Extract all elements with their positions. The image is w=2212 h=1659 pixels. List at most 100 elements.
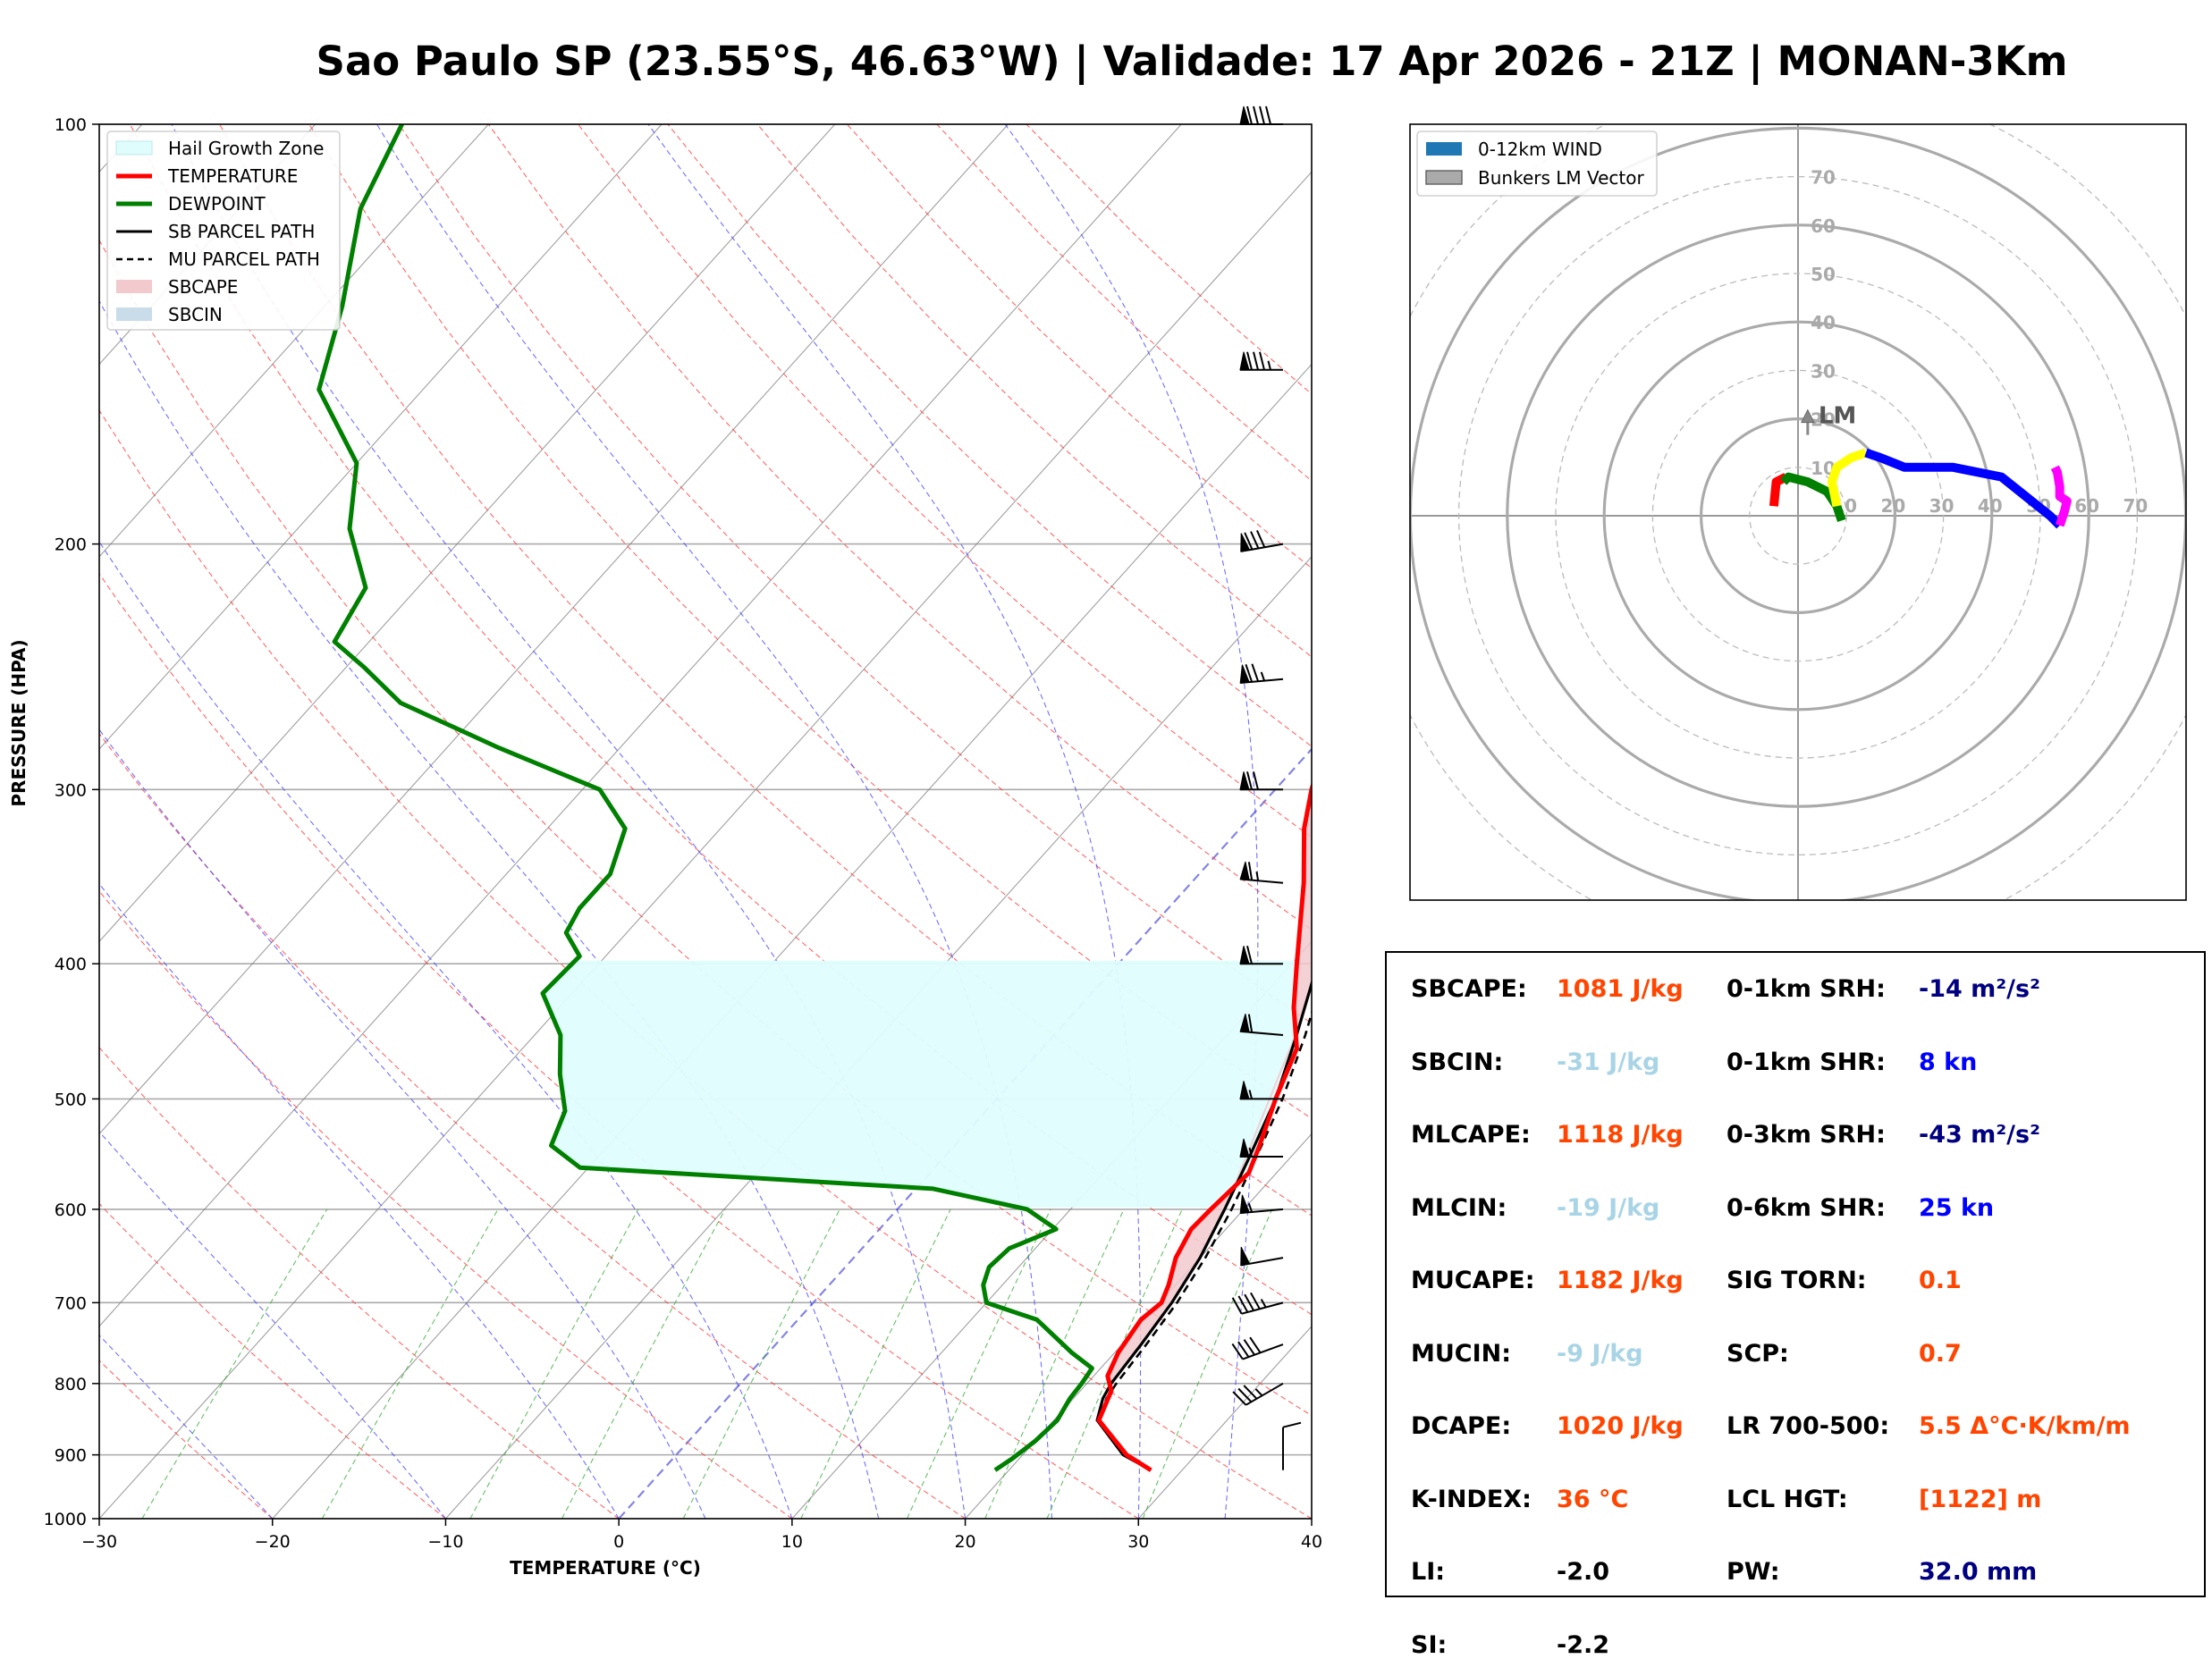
dry-adiabat [99,1047,620,1519]
barb-full [1246,771,1253,790]
barb-flag [1239,664,1250,684]
barb-flag [1240,1246,1251,1267]
dry-adiabat [129,124,1312,1316]
x-axis-label: TEMPERATURE (°C) [510,1557,701,1579]
y-tick-label: 700 [55,1293,87,1313]
legend-label: Bunkers LM Vector [1478,167,1645,189]
index-label: SCP: [1727,1339,1789,1368]
index-value: 1020 J/kg [1557,1412,1684,1440]
moist-adiabat [99,882,620,1519]
index-value: 5.5 Δ°C·K/km/m [1919,1412,2131,1440]
y-tick-label: 500 [55,1090,87,1109]
index-value: -14 m²/s² [1919,975,2040,1003]
legend-label: SBCAPE [168,276,238,298]
hodo-ring [1699,417,1896,615]
isotherm-line [272,363,1312,1519]
barb-full [1250,531,1260,549]
x-tick-label: 30 [1127,1532,1149,1552]
skewt-axes: −30 −20 −10 0 10 20 30 40 1000 900 800 700 600 500 400… [8,115,1322,1579]
barb-flag [1239,1081,1250,1099]
moist-adiabat [99,1334,274,1519]
x-tick-label: −10 [427,1532,463,1552]
moist-adiabat [376,124,1052,1519]
barb-flag [1239,351,1250,371]
mixing-ratio-line [906,1208,1051,1519]
y-tick-label: 800 [55,1375,87,1394]
mixing-ratio-line [141,1208,328,1519]
hodo-ring-label: 40 [1978,495,2003,517]
hodo-ring-label: 40 [1811,312,1836,333]
mixing-ratio-line [1046,1208,1183,1519]
x-tick-label: 20 [954,1532,975,1552]
hodo-ring-label: 60 [2074,495,2099,517]
hodograph-legend: 0-12km WIND Bunkers LM Vector [1416,131,1658,197]
hodo-ring-label: 70 [1811,167,1836,189]
wind-barb [1239,351,1283,371]
moist-adiabat [1004,124,1259,1519]
wind-barb [1239,1081,1283,1100]
index-value: -2.2 [1557,1630,1610,1659]
wind-barb [1239,105,1283,125]
hodo-trace-3-6km [1827,448,1868,508]
legend-label: MU PARCEL PATH [168,248,320,270]
wind-barb [1240,530,1284,552]
legend-label: DEWPOINT [168,193,266,215]
isotherm-line [99,124,663,750]
hodo-ring-label: 20 [1811,409,1836,431]
y-tick-label: 300 [55,780,87,800]
dry-adiabat [99,890,793,1519]
barb-full [1282,1421,1302,1428]
barb-half [1248,1147,1253,1158]
mixing-ratio-line [984,1208,1125,1519]
index-label: LR 700-500: [1727,1412,1890,1440]
wind-barb [1239,771,1283,791]
moist-adiabat [171,124,967,1519]
barb-full [1250,1292,1261,1310]
barb-full [1237,1341,1250,1358]
index-label: LI: [1411,1558,1446,1586]
legend-swatch [116,280,152,293]
barb-full [1256,530,1266,548]
wind-barb [1240,1246,1284,1267]
hail-growth-zone [544,960,1297,1208]
index-label: DCAPE: [1411,1412,1512,1440]
skewt-legend: Hail Growth Zone TEMPERATURE DEWPOINT SB PA… [106,131,341,331]
skewt-panel: −30 −20 −10 0 10 20 30 40 1000 900 800 700 600 500 400… [8,105,1322,1579]
hodo-trace-6-9km [1864,448,2064,529]
legend-label: Hail Growth Zone [168,138,324,159]
index-label: MUCIN: [1411,1339,1512,1368]
barb-full [1245,664,1254,683]
index-value: -9 J/kg [1557,1339,1643,1368]
wind-barb [1239,1138,1283,1158]
barb-half [1248,1090,1253,1099]
barb-flag [1239,1194,1250,1214]
index-value: 32.0 mm [1919,1558,2038,1586]
barb-flag [1240,533,1251,552]
hodo-trace-1-3km [1780,472,1846,522]
barb-half [1247,1202,1254,1213]
index-label: MLCAPE: [1411,1121,1531,1149]
legend-label: 0-12km WIND [1478,139,1602,160]
dry-adiabat [487,124,1312,931]
y-tick-label: 200 [55,535,87,555]
dry-adiabat [398,124,1312,1024]
chart-title: Sao Paulo SP (23.55°S, 46.63°W) | Valida… [317,38,2068,85]
barb-flag [1239,946,1250,964]
barb-flag [1239,771,1250,790]
wind-barb [1239,663,1284,684]
barb-full [1253,105,1259,125]
legend-label: SBCIN [168,304,223,325]
barb-full [1237,1387,1253,1403]
mixing-ratio-line [561,1208,726,1519]
barb-full [1243,1339,1255,1356]
isotherm-line [99,124,317,366]
barb-half [1254,1388,1263,1397]
hodo-trace-9-12km [2050,465,2072,527]
indices-panel: SBCAPE: 1081 J/kg SBCIN: -31 J/kg MLCAPE: 111… [1385,951,2206,1659]
index-label: K-INDEX: [1411,1485,1532,1513]
isotherm-line [791,940,1312,1519]
mixing-ratio-line [682,1208,840,1519]
lm-arrowhead [1801,408,1815,424]
index-label: 0-1km SRH: [1727,975,1886,1003]
hodo-ring [1555,273,2041,759]
